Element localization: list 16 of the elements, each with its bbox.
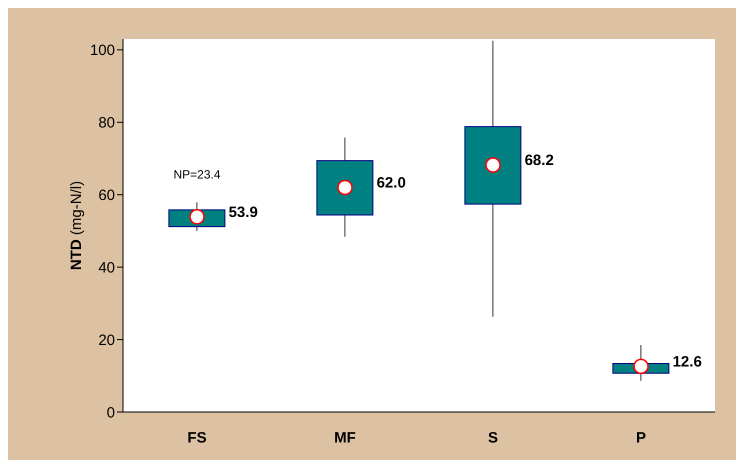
y-tick-label: 40 xyxy=(98,259,115,276)
annotation: NP=23.4 xyxy=(173,167,221,182)
text: 53.9 xyxy=(228,204,258,221)
y-tick-label: 0 xyxy=(106,404,115,422)
text: 68.2 xyxy=(524,152,554,170)
x-tick-label: S xyxy=(488,430,498,447)
x-tick-label: P xyxy=(636,430,646,447)
y-tick-label: 100 xyxy=(90,42,115,60)
x-tick-label: FS xyxy=(187,430,207,447)
y-tick-label: 60 xyxy=(98,187,115,204)
text: 12.6 xyxy=(672,353,702,370)
x-tick-label: MF xyxy=(334,430,356,447)
y-tick-label: 20 xyxy=(98,332,115,349)
y-axis-title: NTD (mg-N/l) xyxy=(68,180,85,270)
text: 62.0 xyxy=(376,174,406,192)
y-tick-label: 80 xyxy=(98,114,115,132)
